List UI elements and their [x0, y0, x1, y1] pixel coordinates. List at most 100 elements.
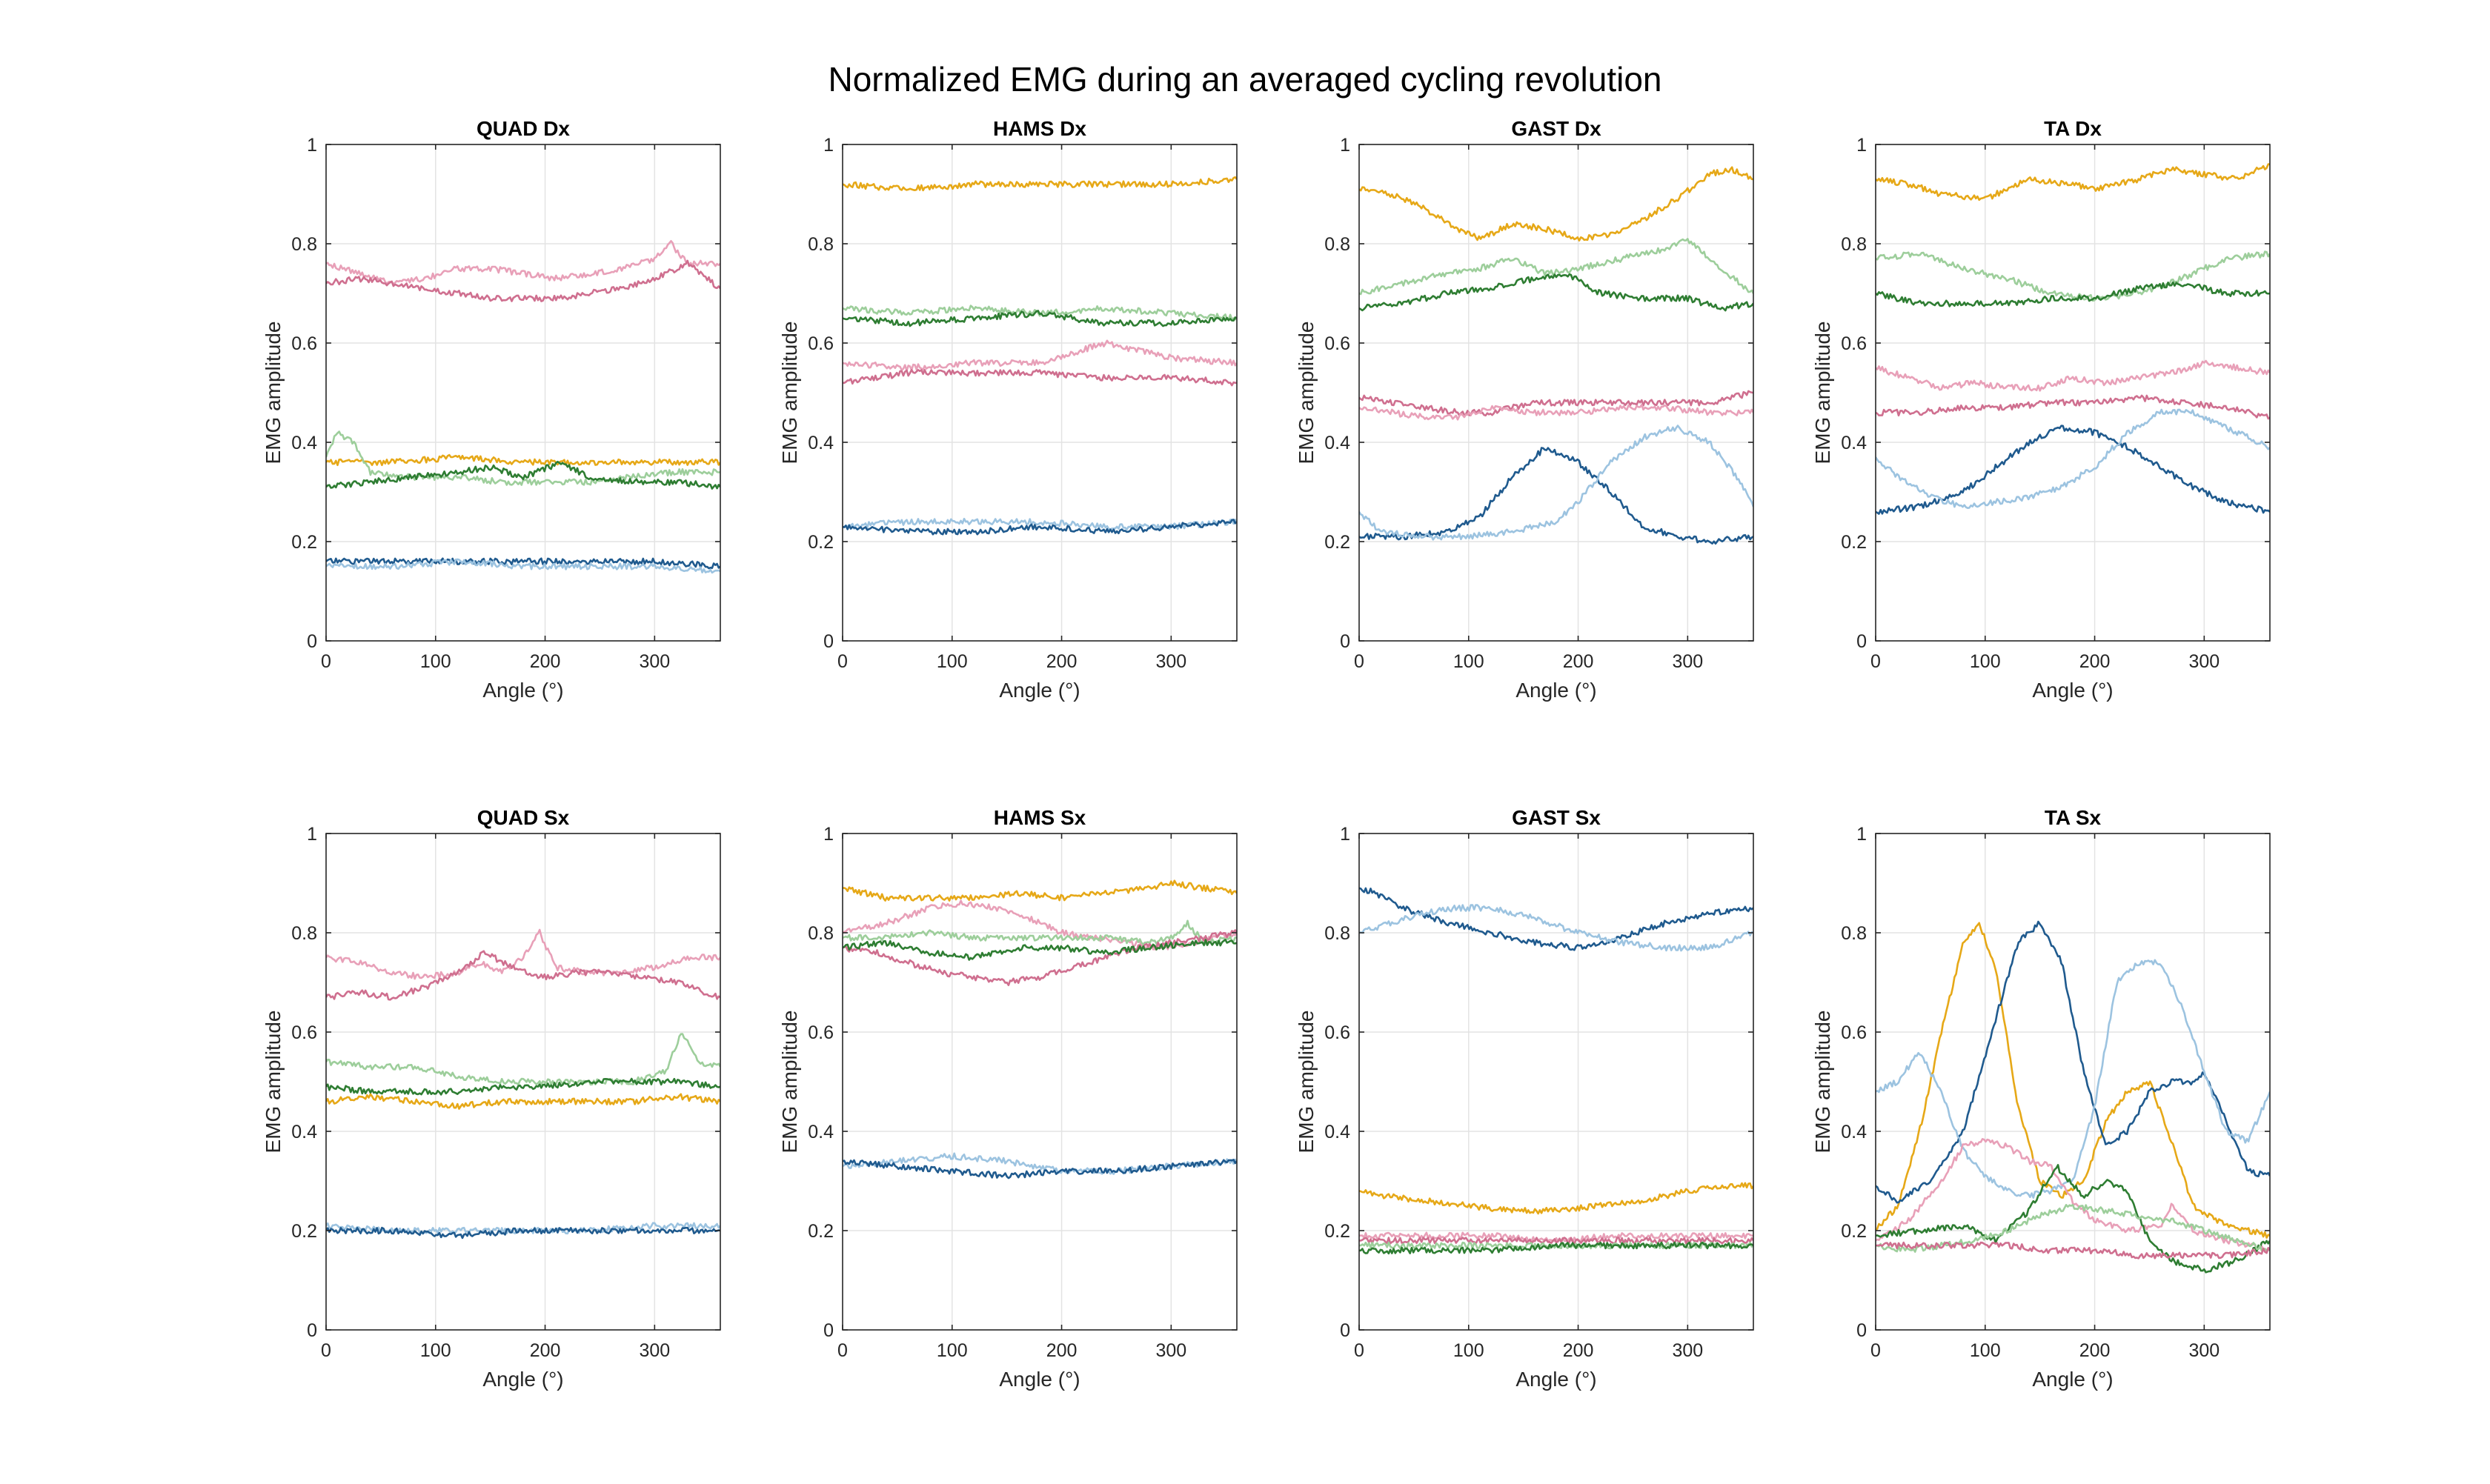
series-line-dark-green	[326, 1077, 720, 1096]
subplot-5: 0 100 200 300 0 0.2 0.4 0.6 0.8 1 QUAD Sx Angle (°)…	[262, 806, 721, 1391]
y-axis-label: EMG amplitude	[778, 1011, 801, 1154]
y-tick-label: 0.8	[1841, 923, 1867, 944]
subplot-title: HAMS Sx	[994, 806, 1086, 829]
x-tick-label: 200	[2079, 1340, 2111, 1361]
x-tick-label: 200	[1046, 651, 1078, 672]
y-tick-label: 0.6	[1841, 1022, 1867, 1043]
series-line-light-blue	[1876, 959, 2270, 1199]
series-line-rose	[326, 259, 720, 302]
series-line-yellow	[1876, 922, 2270, 1239]
series-line-dark-green	[1876, 1164, 2270, 1274]
x-axis-label: Angle (°)	[2032, 679, 2113, 702]
y-tick-label: 1	[823, 135, 834, 156]
series-line-yellow	[326, 1093, 720, 1110]
series-line-pink	[1359, 404, 1753, 421]
subplot-title: QUAD Dx	[477, 117, 570, 140]
x-tick-label: 0	[321, 1340, 331, 1361]
series-line-pink	[1876, 1138, 2270, 1254]
y-tick-label: 0.2	[291, 1221, 317, 1242]
x-tick-label: 200	[530, 1340, 561, 1361]
series-line-light-blue	[1876, 408, 2270, 510]
x-axis-label: Angle (°)	[1515, 1368, 1596, 1391]
y-tick-label: 0.4	[291, 433, 317, 453]
x-tick-label: 0	[1354, 1340, 1364, 1361]
y-tick-label: 0	[307, 1320, 317, 1341]
series-group	[843, 879, 1237, 1179]
figure-title: Normalized EMG during an averaged cyclin…	[828, 60, 1662, 99]
y-tick-label: 0	[1856, 631, 1867, 652]
series-group	[326, 239, 720, 574]
series-line-light-blue	[843, 517, 1237, 530]
x-tick-label: 300	[1672, 651, 1703, 672]
y-tick-label: 0.4	[808, 433, 834, 453]
y-axis-label: EMG amplitude	[1811, 1011, 1834, 1154]
y-tick-label: 1	[1856, 824, 1867, 845]
y-tick-label: 0.2	[1841, 532, 1867, 553]
x-tick-label: 200	[1046, 1340, 1078, 1361]
y-tick-label: 1	[823, 824, 834, 845]
y-tick-label: 0.2	[808, 532, 834, 553]
series-line-dark-green	[326, 460, 720, 490]
subplot-2: 0 100 200 300 0 0.2 0.4 0.6 0.8 1 HAMS Dx Angle (°)…	[778, 117, 1238, 702]
y-tick-label: 0	[1856, 1320, 1867, 1341]
y-tick-label: 1	[307, 135, 317, 156]
x-axis-label: Angle (°)	[1515, 679, 1596, 702]
series-line-yellow	[843, 879, 1237, 902]
subplot-title: TA Dx	[2044, 117, 2102, 140]
x-tick-label: 0	[321, 651, 331, 672]
x-tick-label: 100	[937, 1340, 968, 1361]
y-tick-label: 0.8	[291, 234, 317, 255]
subplot-4: 0 100 200 300 0 0.2 0.4 0.6 0.8 1 TA Dx Angle (°) EM…	[1811, 117, 2271, 702]
y-tick-label: 0.6	[291, 333, 317, 354]
series-line-yellow	[1359, 166, 1753, 242]
x-axis-label: Angle (°)	[999, 679, 1080, 702]
subplot-1: 0 100 200 300 0 0.2 0.4 0.6 0.8 1 QUAD Dx Angle (°)…	[262, 117, 721, 702]
axes-box	[842, 144, 1238, 642]
series-line-light-green	[1876, 1204, 2270, 1253]
x-tick-label: 100	[1970, 651, 2001, 672]
axes-box	[325, 144, 721, 642]
y-tick-label: 1	[1856, 135, 1867, 156]
y-tick-label: 0.4	[1324, 1122, 1350, 1142]
y-axis-label: EMG amplitude	[1811, 322, 1834, 465]
series-line-dark-green	[843, 939, 1237, 961]
axes-box	[842, 833, 1238, 1331]
y-tick-label: 1	[1340, 824, 1350, 845]
series-line-dark-blue	[843, 519, 1237, 536]
y-tick-label: 1	[307, 824, 317, 845]
subplot-title: TA Sx	[2045, 806, 2102, 829]
series-line-pink	[1359, 1231, 1753, 1243]
series-line-yellow	[1876, 163, 2270, 202]
y-tick-label: 0.2	[291, 532, 317, 553]
series-line-light-blue	[1359, 904, 1753, 952]
y-axis-label: EMG amplitude	[778, 322, 801, 465]
x-axis-label: Angle (°)	[482, 1368, 563, 1391]
series-line-light-blue	[326, 1222, 720, 1235]
x-tick-label: 200	[1563, 651, 1594, 672]
y-axis-label: EMG amplitude	[262, 1011, 285, 1154]
x-tick-label: 100	[1970, 1340, 2001, 1361]
axes-box	[325, 833, 721, 1331]
x-tick-label: 300	[1672, 1340, 1703, 1361]
series-line-yellow	[843, 176, 1237, 192]
y-tick-label: 0	[307, 631, 317, 652]
y-tick-label: 0.6	[808, 333, 834, 354]
series-line-dark-blue	[1359, 887, 1753, 951]
y-tick-label: 0.4	[1324, 433, 1350, 453]
subplot-8: 0 100 200 300 0 0.2 0.4 0.6 0.8 1 TA Sx Angle (°) EM…	[1811, 806, 2271, 1391]
y-tick-label: 0.2	[1841, 1221, 1867, 1242]
y-tick-label: 0.8	[808, 234, 834, 255]
series-line-pink	[1876, 359, 2270, 392]
series-line-dark-blue	[326, 1226, 720, 1240]
series-line-yellow	[1359, 1182, 1753, 1215]
y-tick-label: 0	[823, 1320, 834, 1341]
x-tick-label: 100	[420, 651, 451, 672]
y-axis-label: EMG amplitude	[1295, 322, 1318, 465]
series-line-dark-green	[843, 310, 1237, 327]
axes-box	[1358, 144, 1754, 642]
y-tick-label: 0.6	[1841, 333, 1867, 354]
x-tick-label: 300	[2188, 651, 2220, 672]
x-tick-label: 100	[1453, 1340, 1484, 1361]
